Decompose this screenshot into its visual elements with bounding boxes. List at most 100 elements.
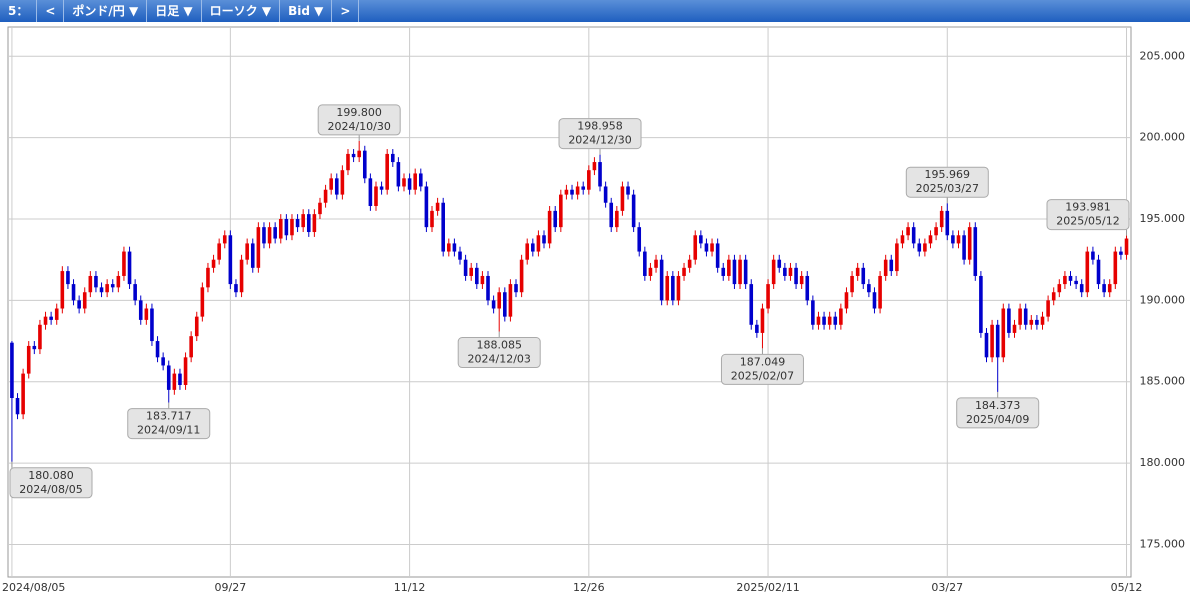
candle-body [26,345,31,374]
candle-body [766,284,770,309]
toolbar-button[interactable]: 5： [0,0,38,22]
candle-body [239,259,244,293]
candle-body [413,173,417,190]
candle-body [1068,275,1073,281]
candle-body [222,235,227,244]
toolbar-button[interactable]: Bid ▼ [280,0,333,22]
candle-body [475,267,479,285]
candle-body [939,210,944,228]
toolbar-button[interactable]: < [37,0,65,22]
candle-body [290,219,294,236]
candle-body [861,267,866,285]
annotation-value: 193.981 [1065,201,1111,214]
candle-body [895,243,899,272]
candle-body [564,189,569,195]
candle-body [441,202,445,252]
candle-body [390,153,395,163]
candle-body [368,178,373,206]
candle-body [643,251,647,276]
candle-body [503,292,507,317]
candle-body [172,373,177,390]
candle-body [1035,319,1039,325]
candle-body [693,235,698,260]
annotation-date: 2024/12/30 [568,134,631,147]
candle-body [374,186,378,206]
candle-body [1023,308,1028,325]
candle-body [463,259,468,276]
x-tick-label: 11/12 [394,581,426,594]
candle-body [21,373,25,415]
candle-body [794,267,798,285]
candle-body [923,243,927,252]
candle-body [704,243,709,252]
candle-body [122,251,126,276]
candle-body [883,259,888,276]
candle-body [351,153,356,158]
y-tick-label: 190.000 [1140,293,1186,306]
candle-body [1113,251,1118,285]
candle-body [575,186,580,195]
x-tick-label: 03/27 [931,581,963,594]
toolbar-button[interactable]: 日足 ▼ [147,0,202,22]
candle-body [715,243,720,268]
candle-body [66,271,70,285]
candle-body [178,373,182,385]
candle-body [900,235,905,244]
toolbar-button[interactable]: ポンド/円 ▼ [64,0,148,22]
candle-body [598,162,602,187]
candle-body [833,316,838,325]
candle-body [1040,316,1045,325]
candle-body [570,189,574,195]
candle-body [32,345,37,350]
candle-body [945,210,950,236]
candle-body [519,259,524,293]
candle-body [189,336,193,358]
candle-body [43,316,48,325]
toolbar-button[interactable]: > [332,0,360,22]
candle-body [340,170,345,195]
x-tick-label: 09/27 [215,581,247,594]
candle-body [446,243,451,252]
candle-body [934,227,938,236]
candle-body [956,235,961,244]
candle-body [962,235,966,260]
candle-body [486,275,490,301]
x-tick-label: 2024/08/05 [2,581,65,594]
candle-body [1091,251,1095,260]
candle-body [626,186,630,195]
candle-body [497,292,502,309]
candle-body [1063,275,1067,285]
candle-body [407,178,412,190]
candle-body [911,227,916,244]
toolbar-button[interactable]: ローソク ▼ [202,0,281,22]
candle-body [620,186,625,211]
candle-body [183,357,188,385]
candle-body [273,227,277,239]
candle-body [906,227,910,236]
candle-body [491,300,496,309]
candle-body [228,235,233,285]
annotation-date: 2025/03/27 [916,182,979,195]
x-tick-label: 05/12 [1111,581,1143,594]
candle-body [49,316,53,320]
annotation-date: 2024/12/03 [468,353,531,366]
candle-body [82,292,87,309]
annotation-box [905,166,989,198]
candle-body [755,324,759,333]
y-tick-label: 205.000 [1140,49,1186,62]
candle-body [379,186,384,190]
candle-body [329,178,333,190]
candle-body [1018,308,1022,325]
candle-body [603,186,608,203]
candle-body [592,162,597,171]
candle-body [194,316,199,337]
candle-body [917,243,922,252]
candle-body [99,287,104,293]
candle-body [1051,292,1056,301]
candle-body [323,189,328,203]
candle-body [402,178,406,187]
y-tick-label: 200.000 [1140,131,1186,144]
candle-body [850,275,854,293]
y-tick-label: 175.000 [1140,537,1186,550]
